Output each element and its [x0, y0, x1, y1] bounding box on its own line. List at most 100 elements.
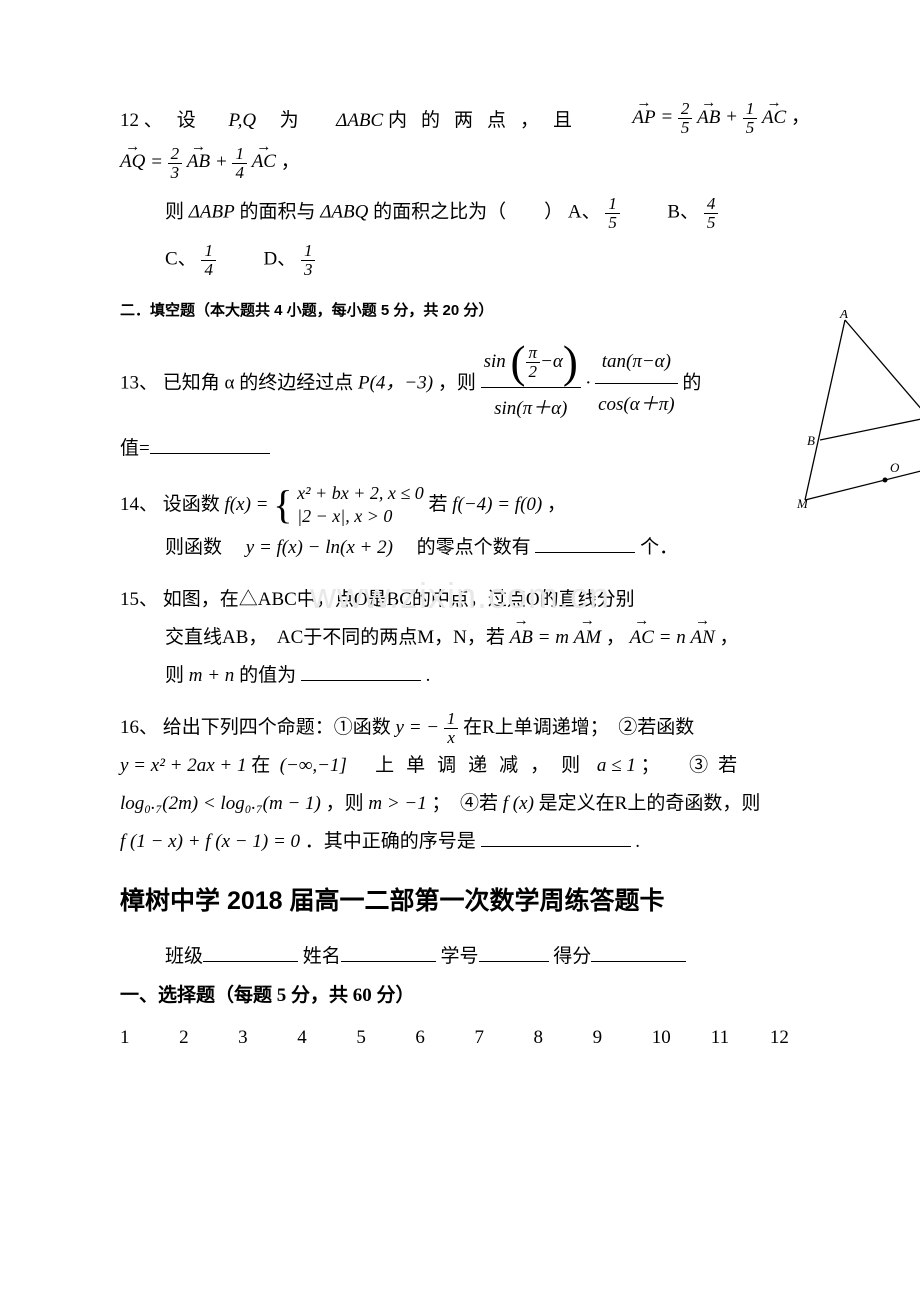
t: ，则 [438, 372, 476, 393]
q16-blank[interactable] [481, 827, 631, 847]
t: 值= [120, 438, 150, 459]
blank-class[interactable] [203, 942, 298, 962]
f-d: 3 [301, 261, 316, 279]
t: 上单调递减，则 [375, 755, 592, 776]
q16-num: 16、 [120, 717, 158, 738]
t: sin [484, 351, 506, 372]
q13-frac1: sin (π2−α) sin(π＋α) [481, 338, 581, 430]
t: . [635, 831, 640, 852]
t: f(x) = [225, 494, 269, 515]
section-2-heading: 二．填空题（本大题共 4 小题，每小题 5 分，共 20 分） [120, 299, 810, 320]
t: 在 [251, 755, 270, 776]
q12-line4: C、 14 D、 13 [120, 242, 810, 279]
vec: AN [690, 619, 714, 657]
ans-num: 12 [770, 1027, 810, 1049]
t: ， [606, 627, 625, 648]
t: ΔABQ [320, 202, 368, 223]
t: y = f(x) − ln(x + 2) [246, 537, 393, 558]
t: 的面积之比为（ ） [373, 202, 563, 223]
t: = n [659, 627, 686, 648]
t: · [586, 372, 591, 393]
t: ．其中正确的序号是 [305, 831, 476, 852]
vec-ab: AB [697, 107, 720, 129]
ans-num: 9 [593, 1027, 633, 1049]
fig-label-o: O [890, 460, 900, 475]
blank-score[interactable] [591, 942, 686, 962]
t: 给出下列四个命题：①函数 [163, 717, 391, 738]
q15-blank[interactable] [301, 661, 421, 681]
vec-ab2: AB [187, 151, 210, 173]
t: 个． [640, 537, 678, 558]
opt-a-label: A、 [568, 202, 601, 223]
label-name: 姓名 [303, 946, 341, 967]
opt-c-label: C、 [165, 249, 197, 270]
vec-ac2: AC [252, 151, 276, 173]
t: m > −1 [368, 793, 426, 814]
f-d: x [444, 729, 459, 747]
part1-heading: 一、选择题（每题 5 分，共 60 分） [120, 980, 810, 1007]
q14: 14、 设函数 f(x) = { x² + bx + 2, x ≤ 0 |2 −… [120, 482, 810, 567]
t: 如图，在△ABC中，点O是BC的中点，过点O的直线分别 [163, 589, 635, 610]
t: tan(π−α) [595, 341, 677, 384]
opt-d-label: D、 [263, 249, 296, 270]
t: f (1 − x) + f (x − 1) = 0 [120, 831, 300, 852]
vec: AM [574, 619, 601, 657]
q13-num: 13、 [120, 372, 158, 393]
t: ； ④若 [432, 793, 499, 814]
q14-blank[interactable] [535, 533, 635, 553]
ans-num: 5 [356, 1027, 396, 1049]
ans-num: 6 [415, 1027, 455, 1049]
q13-blank[interactable] [150, 434, 270, 454]
blank-name[interactable] [341, 942, 436, 962]
blank-id[interactable] [479, 942, 549, 962]
fig-label-a: A [839, 310, 848, 321]
q12-eq1: AP = 25 AB + 15 AC ， [632, 100, 810, 137]
answer-numbers-row: 1 2 3 4 5 6 7 8 9 10 11 12 [120, 1027, 810, 1049]
ans-num: 8 [534, 1027, 574, 1049]
ans-num: 2 [179, 1027, 219, 1049]
f-d: 2 [526, 363, 541, 381]
ans-num: 10 [652, 1027, 692, 1049]
t: ， [720, 627, 739, 648]
t: ， [547, 494, 566, 515]
f-n: 4 [704, 195, 719, 214]
q15: 15、 如图，在△ABC中，点O是BC的中点，过点O的直线分别 交直线AB， A… [120, 581, 810, 695]
t: log₀.₇(2m) < log₀.₇(m − 1) [120, 793, 321, 814]
t: x² + bx + 2, x ≤ 0 [297, 483, 424, 503]
t: 是定义在R上的奇函数，则 [539, 793, 761, 814]
t: y = x² + 2ax + 1 [120, 755, 246, 776]
f-n: 2 [678, 100, 693, 119]
t: = m [538, 627, 569, 648]
label-score: 得分 [553, 946, 591, 967]
info-row: 班级 姓名 学号 得分 [120, 941, 810, 968]
t: 在R上单调递增； ②若函数 [463, 717, 694, 738]
q12-line3: 则 ΔABP 的面积与 ΔABQ 的面积之比为（ ） A、 15 B、 45 [120, 195, 810, 232]
t: ； ③若 [641, 755, 748, 776]
vec: AB [510, 619, 533, 657]
ans-num: 4 [297, 1027, 337, 1049]
t: 的值为 [239, 665, 296, 686]
f-n: 1 [444, 710, 459, 729]
f-n: 1 [301, 242, 316, 261]
page-root: www.zixin.com.cn 12 、设 P,Q 为 ΔABC 内的两点，且… [0, 0, 920, 1089]
q12-pq: P,Q [229, 110, 257, 131]
q12-triangle: ΔABC [336, 110, 383, 131]
t: 的零点个数有 [398, 537, 531, 558]
vec-ac: AC [762, 107, 786, 129]
t: 若 [428, 494, 447, 515]
q12-mid: 为 [261, 110, 332, 131]
t: ，则 [326, 793, 364, 814]
opt-b-label: B、 [667, 202, 699, 223]
q13-frac2: tan(π−α) cos(α＋π) [595, 341, 677, 426]
q15-num: 15、 [120, 589, 158, 610]
t: |2 − x|, x > 0 [297, 506, 392, 526]
q12-num: 12 [120, 110, 139, 131]
f-n: 1 [232, 145, 247, 164]
answer-card-title: 樟树中学 2018 届高一二部第一次数学周练答题卡 [120, 881, 810, 917]
q12-text2: 内的两点，且 [388, 110, 586, 131]
t: P(4，−3) [358, 372, 433, 393]
ans-num: 1 [120, 1027, 160, 1049]
f-d: 5 [678, 119, 693, 137]
q14-num: 14、 [120, 494, 158, 515]
t: sin(π＋α) [481, 388, 581, 430]
